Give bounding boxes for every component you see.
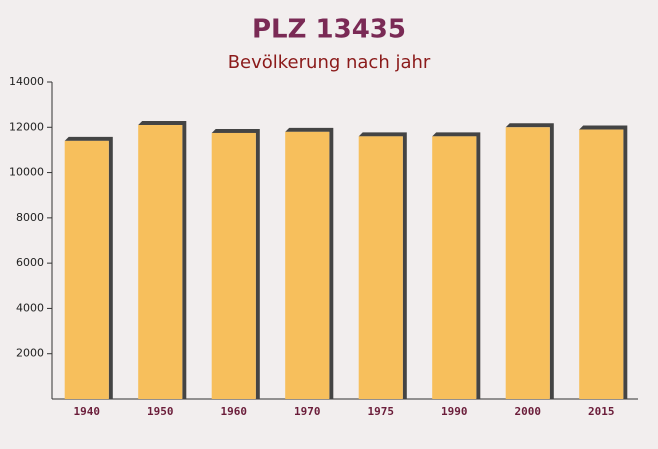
x-tick-label: 1950 bbox=[147, 405, 174, 418]
y-tick-label: 8000 bbox=[16, 211, 44, 224]
chart-title: PLZ 13435 bbox=[252, 15, 406, 45]
y-tick-label: 12000 bbox=[9, 120, 44, 133]
x-tick-label: 1970 bbox=[294, 405, 321, 418]
bar bbox=[64, 140, 109, 399]
y-tick-label: 4000 bbox=[16, 301, 44, 314]
x-tick-label: 1940 bbox=[74, 405, 101, 418]
x-tick-label: 2000 bbox=[515, 405, 542, 418]
y-tick-label: 10000 bbox=[9, 166, 44, 179]
bar bbox=[358, 136, 403, 400]
x-tick-label: 2015 bbox=[588, 405, 615, 418]
y-tick-label: 14000 bbox=[9, 75, 44, 88]
x-tick-label: 1990 bbox=[441, 405, 468, 418]
x-tick-label: 1960 bbox=[221, 405, 248, 418]
chart-subtitle: Bevölkerung nach jahr bbox=[228, 52, 431, 73]
y-tick-label: 6000 bbox=[16, 256, 44, 269]
bar bbox=[138, 125, 183, 400]
bar bbox=[432, 136, 477, 400]
bar bbox=[579, 129, 624, 400]
y-tick-label: 2000 bbox=[16, 347, 44, 360]
bar bbox=[505, 127, 550, 400]
x-tick-label: 1975 bbox=[368, 405, 395, 418]
bar bbox=[211, 132, 256, 400]
bar bbox=[285, 131, 330, 400]
